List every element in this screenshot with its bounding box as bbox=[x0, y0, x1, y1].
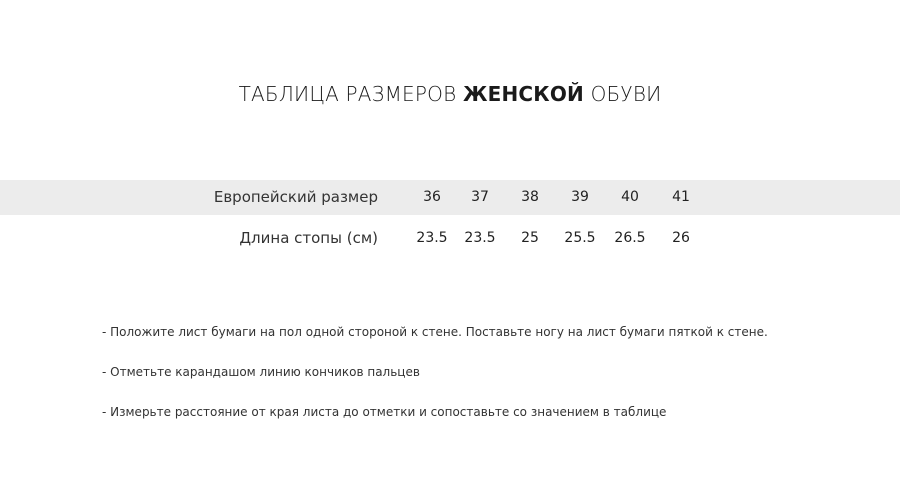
table-cell: 40 bbox=[621, 189, 639, 205]
page-title: ТАБЛИЦА РАЗМЕРОВ ЖЕНСКОЙ ОБУВИ bbox=[0, 82, 900, 106]
table-cell: 26 bbox=[672, 230, 690, 246]
table-row: Европейский размер 36 37 38 39 40 41 bbox=[0, 180, 900, 215]
table-cell: 23.5 bbox=[416, 230, 448, 246]
table-cell: 25 bbox=[521, 230, 539, 246]
table-cell: 38 bbox=[521, 189, 539, 205]
table-cell: 26.5 bbox=[614, 230, 646, 246]
table-cell: 39 bbox=[571, 189, 589, 205]
table-cell: 41 bbox=[672, 189, 690, 205]
instruction-item: - Измерьте расстояние от края листа до о… bbox=[102, 405, 667, 419]
table-cell: 23.5 bbox=[464, 230, 496, 246]
title-prefix: ТАБЛИЦА РАЗМЕРОВ bbox=[238, 82, 457, 106]
table-cell: 25.5 bbox=[564, 230, 596, 246]
row-label: Европейский размер bbox=[213, 188, 378, 206]
table-cell: 37 bbox=[471, 189, 489, 205]
instruction-item: - Положите лист бумаги на пол одной стор… bbox=[102, 325, 768, 339]
title-bold: ЖЕНСКОЙ bbox=[462, 82, 584, 106]
row-label: Длина стопы (см) bbox=[239, 229, 378, 247]
table-cell: 36 bbox=[423, 189, 441, 205]
title-suffix: ОБУВИ bbox=[590, 82, 662, 106]
instructions: - Положите лист бумаги на пол одной стор… bbox=[102, 324, 768, 444]
table-row-highlight bbox=[0, 180, 900, 215]
table-row: Длина стопы (см) 23.5 23.5 25 25.5 26.5 26 bbox=[0, 221, 900, 256]
instruction-item: - Отметьте карандашом линию кончиков пал… bbox=[102, 365, 420, 379]
